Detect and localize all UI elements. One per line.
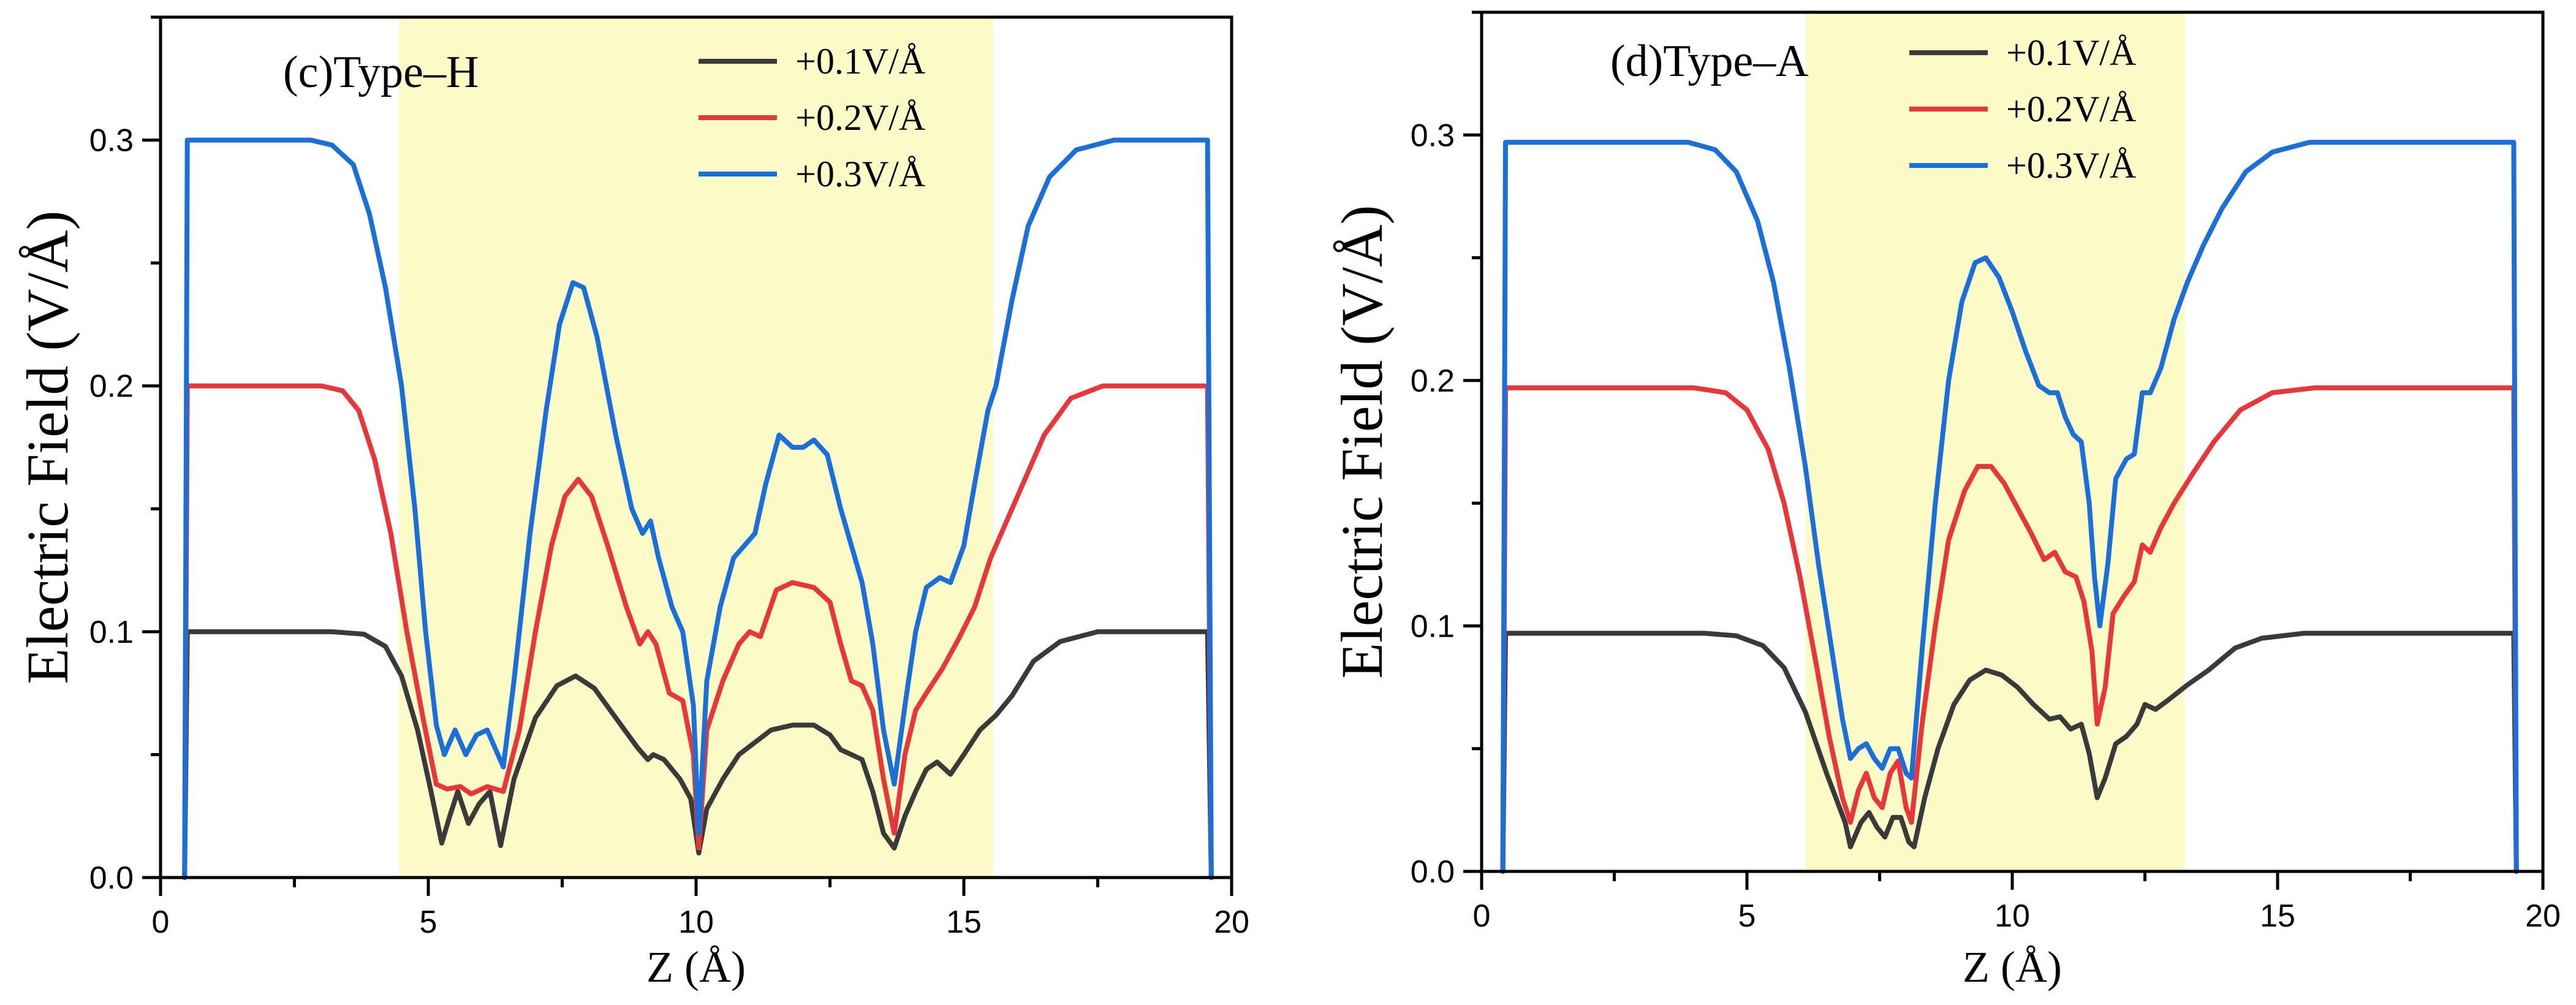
y-tick-label: 0.0 bbox=[1411, 854, 1455, 890]
chart-panel-type-a: 0 5 10 15 20 0.0 0.1 0.2 0.3 Z (Å) Electric Field … bbox=[1329, 10, 2561, 992]
y-tick-label: 0.0 bbox=[89, 860, 134, 896]
x-tick-label: 0 bbox=[152, 904, 170, 940]
x-tick-label: 15 bbox=[946, 904, 982, 940]
x-tick-label: 15 bbox=[2260, 898, 2295, 934]
y-axis-title: Electric Field (V/Å) bbox=[1329, 205, 1395, 678]
panel-title: (c)Type–H bbox=[283, 47, 479, 97]
x-tick-label: 10 bbox=[678, 904, 714, 940]
y-tick-label: 0.3 bbox=[1411, 118, 1455, 153]
x-tick-label: 0 bbox=[1473, 898, 1491, 934]
series-line-2 bbox=[182, 137, 1214, 880]
x-tick-label: 5 bbox=[420, 904, 438, 940]
series-line-2 bbox=[1500, 140, 2519, 874]
legend-label: +0.2V/Å bbox=[795, 97, 925, 138]
x-axis-title: Z (Å) bbox=[1963, 942, 2062, 992]
y-tick-label: 0.2 bbox=[89, 369, 134, 404]
y-tick-label: 0.3 bbox=[89, 123, 134, 159]
series-line-1 bbox=[1500, 385, 2519, 874]
legend-label: +0.1V/Å bbox=[795, 41, 925, 82]
chart-panel-type-h: 0 5 10 15 20 0.0 0.1 0.2 0.3 Z (Å) Electric Field … bbox=[15, 15, 1249, 992]
y-axis-title: Electric Field (V/Å) bbox=[15, 210, 80, 684]
highlight-region bbox=[1805, 12, 2185, 871]
x-axis-title: Z (Å) bbox=[646, 942, 746, 992]
legend-label: +0.1V/Å bbox=[2006, 32, 2136, 73]
legend-label: +0.3V/Å bbox=[795, 154, 925, 194]
x-tick-label: 5 bbox=[1738, 898, 1756, 934]
x-tick-label: 20 bbox=[2525, 898, 2561, 934]
series-line-0 bbox=[1500, 631, 2519, 874]
series-line-0 bbox=[182, 629, 1214, 880]
y-tick-label: 0.1 bbox=[1411, 609, 1455, 644]
y-tick-label: 0.1 bbox=[89, 615, 134, 650]
legend-label: +0.3V/Å bbox=[2006, 145, 2136, 186]
y-tick-label: 0.2 bbox=[1411, 363, 1455, 399]
panel-title: (d)Type–A bbox=[1610, 36, 1809, 86]
legend-label: +0.2V/Å bbox=[2006, 89, 2136, 129]
x-tick-label: 10 bbox=[1995, 898, 2030, 934]
x-tick-label: 20 bbox=[1214, 904, 1249, 940]
